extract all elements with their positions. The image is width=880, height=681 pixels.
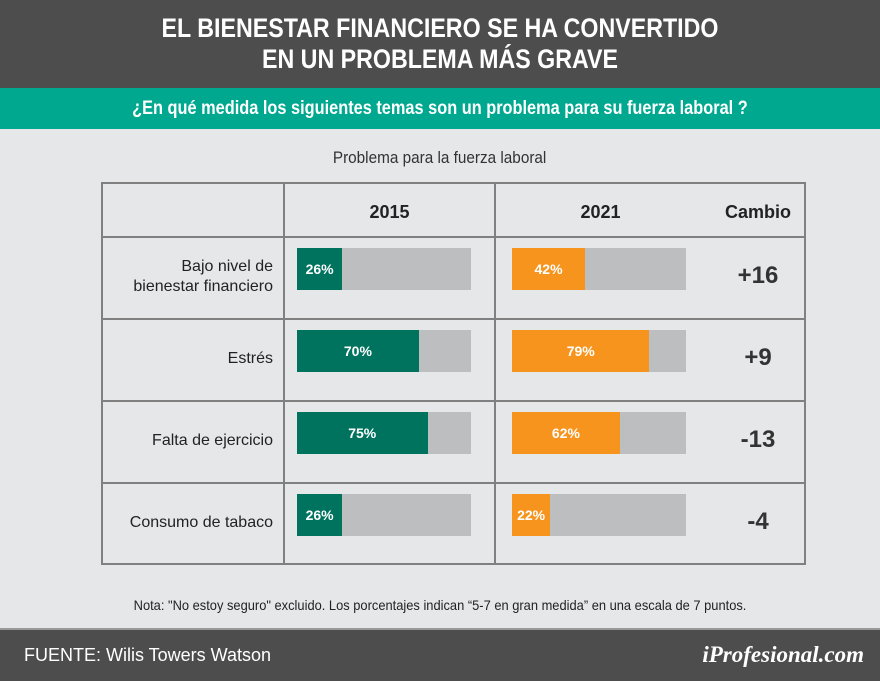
column-header-2015: 2015	[369, 202, 410, 222]
logo: iProfesional.com	[702, 642, 864, 667]
bar-track-2015: 70%	[297, 330, 471, 372]
change-value: -4	[747, 508, 769, 535]
category-label-line: bienestar financiero	[133, 278, 273, 295]
category-label: Falta de ejercicio	[103, 431, 273, 451]
divider	[494, 184, 496, 563]
note: Nota: "No estoy seguro" excluido. Los po…	[0, 597, 880, 613]
bar-track-2021: 22%	[512, 494, 686, 536]
category-label: Consumo de tabaco	[103, 513, 273, 533]
category-label: Bajo nivel de bienestar financiero	[103, 257, 273, 297]
bar-track-2015: 26%	[297, 248, 471, 290]
category-label-line: Estrés	[227, 350, 273, 367]
divider	[283, 184, 285, 563]
bar-track-2015: 75%	[297, 412, 471, 454]
row-divider	[103, 236, 804, 238]
row-divider	[103, 400, 804, 402]
header: EL BIENESTAR FINANCIERO SE HA CONVERTIDO…	[0, 0, 880, 88]
chart-table: 2015 2021 Cambio Bajo nivel de bienestar …	[101, 182, 806, 565]
bar-track-2021: 62%	[512, 412, 686, 454]
bar-2021: 42%	[512, 248, 586, 290]
bar-2021: 22%	[512, 494, 551, 536]
title-line-2: EN UN PROBLEMA MÁS GRAVE	[261, 44, 619, 74]
bar-track-2021: 79%	[512, 330, 686, 372]
change-value: +16	[737, 262, 779, 289]
bar-track-2015: 26%	[297, 494, 471, 536]
category-label-line: Consumo de tabaco	[129, 514, 273, 531]
bar-2021: 79%	[512, 330, 650, 372]
bar-2015: 26%	[297, 248, 343, 290]
bar-track-2021: 42%	[512, 248, 686, 290]
source: FUENTE: Wilis Towers Watson	[24, 645, 272, 665]
note-text: Nota: "No estoy seguro" excluido. Los po…	[133, 597, 747, 613]
change-value: -13	[740, 426, 776, 453]
change-value: +9	[744, 344, 772, 371]
title-line-1: EL BIENESTAR FINANCIERO SE HA CONVERTIDO	[161, 13, 719, 43]
chart-title: Problema para la fuerza laboral	[0, 148, 880, 168]
bar-2015: 70%	[297, 330, 419, 372]
column-header-2021: 2021	[580, 202, 621, 222]
category-label: Estrés	[103, 349, 273, 369]
subtitle: ¿En qué medida los siguientes temas son …	[132, 98, 748, 119]
footer: FUENTE: Wilis Towers Watson iProfesional…	[0, 628, 880, 681]
bar-2015: 26%	[297, 494, 343, 536]
category-label-line: Bajo nivel de	[181, 258, 273, 275]
subtitle-band: ¿En qué medida los siguientes temas son …	[0, 88, 880, 129]
row-divider	[103, 318, 804, 320]
bar-2015: 75%	[297, 412, 428, 454]
chart-title-text: Problema para la fuerza laboral	[333, 148, 547, 167]
row-divider	[103, 482, 804, 484]
bar-2021: 62%	[512, 412, 620, 454]
column-header-cambio: Cambio	[724, 202, 791, 222]
category-label-line: Falta de ejercicio	[152, 432, 273, 449]
